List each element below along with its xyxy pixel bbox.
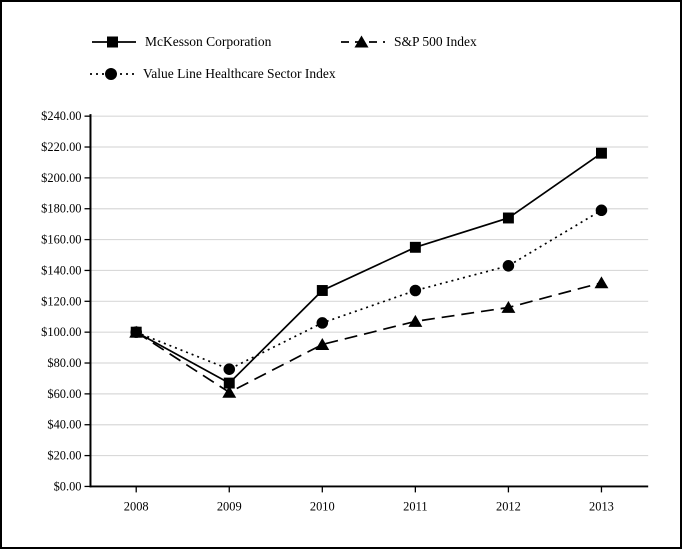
triangle-marker (315, 338, 330, 350)
triangle-marker (222, 385, 237, 398)
square-marker (502, 212, 514, 224)
y-axis-tick-label: $120.00 (41, 294, 81, 308)
y-axis-tick-label: $100.00 (41, 325, 81, 339)
y-axis-tick-label: $40.00 (47, 418, 81, 432)
y-axis-tick-label: $220.00 (41, 140, 81, 154)
x-axis-tick-label: 2010 (310, 499, 335, 513)
y-axis-tick-label: $180.00 (41, 202, 81, 216)
triangle-marker (594, 276, 609, 289)
series-line-circle (135, 209, 602, 371)
x-axis-tick-label: 2011 (403, 499, 427, 513)
y-axis-tick-label: $20.00 (47, 449, 81, 463)
legend-label-valueline: Value Line Healthcare Sector Index (143, 66, 336, 81)
triangle-marker (501, 301, 516, 313)
y-axis-tick-label: $140.00 (41, 263, 81, 277)
circle-marker (502, 260, 515, 272)
legend-item-mckesson: McKesson Corporation (92, 33, 271, 51)
x-axis-tick-label: 2012 (496, 499, 521, 513)
y-axis-tick-label: $240.00 (41, 109, 81, 123)
legend-label-sp500: S&P 500 Index (394, 34, 477, 49)
square-marker (409, 241, 421, 253)
y-axis-tick-label: $80.00 (47, 356, 81, 370)
x-axis-tick-label: 2009 (217, 499, 242, 513)
dotted-line-circle-marker-icon (90, 68, 134, 80)
square-marker (316, 285, 328, 296)
y-axis-tick-label: $60.00 (47, 387, 81, 401)
series-line-square (135, 152, 602, 385)
y-axis-tick-label: $200.00 (41, 171, 81, 185)
square-marker (130, 326, 142, 338)
legend-item-sp500: S&P 500 Index (341, 33, 477, 51)
dashed-line-triangle-marker-icon (341, 35, 385, 48)
legend-label-mckesson: McKesson Corporation (145, 34, 272, 49)
solid-line-square-marker-icon (92, 36, 136, 48)
circle-marker (595, 204, 608, 217)
y-axis-tick-label: $0.00 (54, 479, 82, 493)
legend-item-valueline: Value Line Healthcare Sector Index (90, 65, 336, 83)
circle-marker (223, 363, 236, 375)
x-axis-tick-label: 2008 (124, 499, 149, 513)
y-axis-tick-label: $160.00 (41, 233, 81, 247)
square-marker (223, 377, 235, 389)
circle-marker (316, 317, 329, 329)
circle-marker (409, 284, 422, 297)
x-axis-tick-label: 2013 (589, 499, 614, 513)
square-marker (595, 147, 607, 159)
series-line-triangle (135, 281, 602, 394)
triangle-marker (408, 314, 423, 327)
